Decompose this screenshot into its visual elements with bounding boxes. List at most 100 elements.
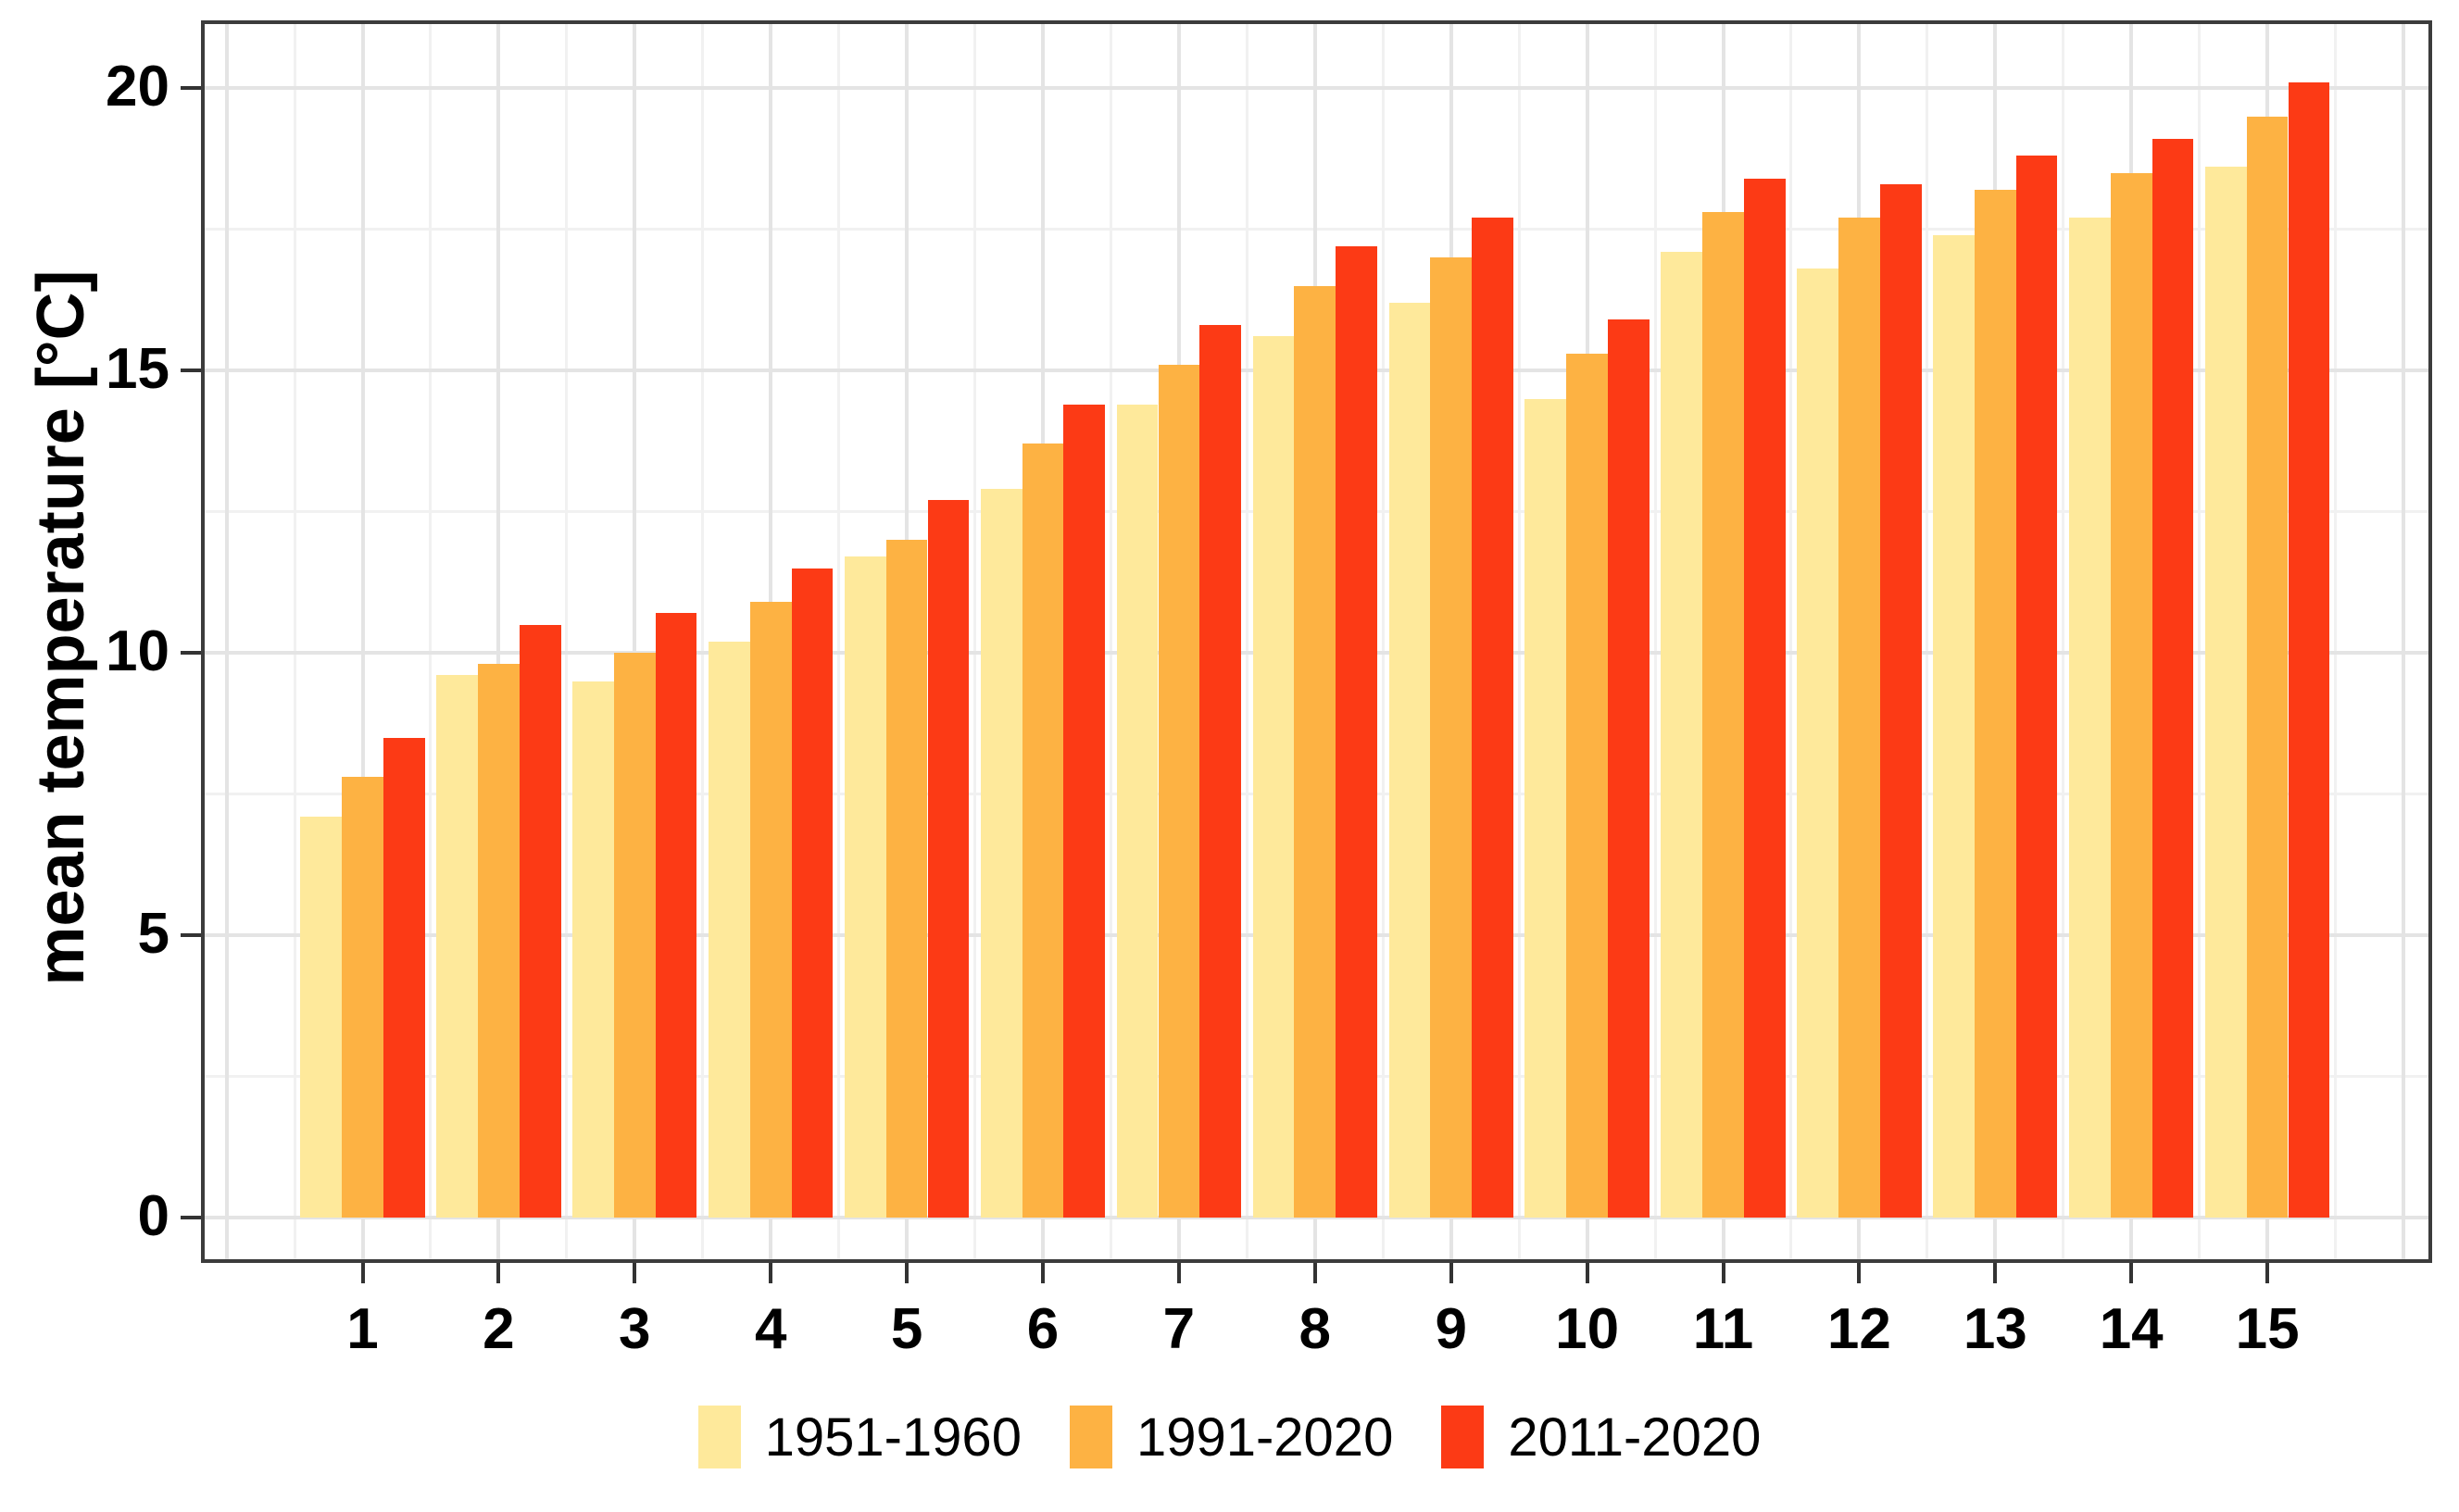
bar-1951-1960-category-3 <box>572 681 614 1218</box>
gridline-major-vertical <box>2402 20 2405 1263</box>
y-axis-tick-mark <box>181 651 201 655</box>
x-axis-tick-mark <box>2129 1263 2134 1283</box>
bar-1991-2020-category-7 <box>1158 364 1200 1218</box>
bar-1951-1960-category-11 <box>1661 251 1703 1218</box>
legend-item-2011-2020: 2011-2020 <box>1441 1406 1761 1468</box>
bar-1991-2020-category-8 <box>1294 285 1336 1218</box>
gridline-major-vertical <box>224 20 229 1263</box>
y-axis-tick-label: 0 <box>137 1184 169 1249</box>
gridline-minor-vertical <box>973 20 977 1263</box>
bar-1991-2020-category-14 <box>2110 172 2152 1218</box>
bar-2011-2020-category-13 <box>2015 156 2058 1218</box>
x-axis-tick-label: 15 <box>2235 1297 2300 1361</box>
x-axis-tick-mark <box>1449 1263 1453 1283</box>
x-axis-tick-label: 7 <box>1162 1297 1196 1361</box>
x-axis-tick-mark <box>1041 1263 1045 1283</box>
gridline-minor-vertical <box>1653 20 1657 1263</box>
bar-1951-1960-category-2 <box>436 675 478 1218</box>
y-axis-tick-mark <box>181 933 201 937</box>
bar-1951-1960-category-9 <box>1388 302 1431 1218</box>
bar-2011-2020-category-8 <box>1336 245 1377 1218</box>
bar-1951-1960-category-6 <box>980 489 1022 1218</box>
legend-label: 1951-1960 <box>764 1406 1022 1468</box>
y-axis-tick-mark <box>181 1216 201 1219</box>
bar-1991-2020-category-2 <box>478 664 520 1218</box>
gridline-major-vertical <box>496 20 501 1263</box>
y-axis-tick-label: 5 <box>137 902 169 967</box>
bar-1951-1960-category-5 <box>844 556 886 1218</box>
bar-2011-2020-category-6 <box>1063 404 1106 1218</box>
x-axis-tick-label: 3 <box>619 1297 651 1361</box>
bar-2011-2020-category-5 <box>927 500 970 1218</box>
bar-1991-2020-category-5 <box>885 540 928 1218</box>
gridline-minor-vertical <box>1517 20 1521 1263</box>
bar-1991-2020-category-4 <box>749 602 792 1218</box>
legend: 1951-1960 1991-2020 2011-2020 <box>0 1391 2459 1483</box>
bar-1951-1960-category-4 <box>709 641 750 1218</box>
bar-2011-2020-category-7 <box>1199 325 1242 1218</box>
x-axis-tick-mark <box>1993 1263 1998 1283</box>
x-axis-tick-label: 6 <box>1026 1297 1060 1361</box>
bar-2011-2020-category-12 <box>1879 183 1922 1218</box>
x-axis-tick-mark <box>633 1263 637 1283</box>
x-axis-tick-mark <box>1176 1263 1181 1283</box>
bar-1991-2020-category-12 <box>1838 218 1880 1218</box>
x-axis-tick-label: 13 <box>1963 1297 2027 1361</box>
x-axis-tick-mark <box>769 1263 773 1283</box>
gridline-minor-vertical <box>429 20 433 1263</box>
legend-item-1991-2020: 1991-2020 <box>1069 1406 1394 1468</box>
x-axis-tick-label: 1 <box>346 1297 379 1361</box>
y-axis-tick-label: 15 <box>106 337 169 402</box>
x-axis-tick-mark <box>1585 1263 1589 1283</box>
bar-2011-2020-category-4 <box>791 568 834 1218</box>
bar-2011-2020-category-3 <box>655 613 697 1218</box>
legend-label: 1991-2020 <box>1135 1406 1394 1468</box>
bar-2011-2020-category-2 <box>519 624 561 1218</box>
gridline-minor-vertical <box>1245 20 1248 1263</box>
bar-2011-2020-category-10 <box>1608 319 1650 1218</box>
chart-panel <box>201 20 2432 1263</box>
bar-1991-2020-category-1 <box>342 777 383 1218</box>
bar-1951-1960-category-13 <box>1933 234 1975 1218</box>
bar-1991-2020-category-6 <box>1022 444 1064 1218</box>
y-axis-tick-label: 10 <box>106 619 169 684</box>
bar-1951-1960-category-10 <box>1524 398 1567 1218</box>
x-axis-tick-mark <box>1312 1263 1317 1283</box>
gridline-minor-vertical <box>837 20 841 1263</box>
bar-1991-2020-category-15 <box>2246 116 2289 1218</box>
x-axis-tick-mark <box>360 1263 365 1283</box>
x-axis-tick-label: 5 <box>890 1297 923 1361</box>
x-axis-tick-mark <box>1857 1263 1862 1283</box>
y-axis-tick-mark <box>181 86 201 90</box>
x-axis-tick-mark <box>496 1263 501 1283</box>
gridline-minor-vertical <box>1789 20 1793 1263</box>
x-axis-tick-label: 8 <box>1299 1297 1332 1361</box>
gridline-minor-vertical <box>701 20 705 1263</box>
x-axis-tick-label: 12 <box>1826 1297 1891 1361</box>
legend-swatch-1951-1960 <box>697 1406 741 1468</box>
legend-swatch-2011-2020 <box>1441 1406 1485 1468</box>
legend-item-1951-1960: 1951-1960 <box>697 1406 1022 1468</box>
x-axis-tick-mark <box>2265 1263 2270 1283</box>
x-axis-tick-label: 10 <box>1555 1297 1620 1361</box>
bar-1991-2020-category-13 <box>1974 189 2016 1218</box>
x-axis-tick-label: 11 <box>1692 1297 1754 1361</box>
bar-2011-2020-category-11 <box>1743 178 1786 1218</box>
legend-label: 2011-2020 <box>1508 1406 1762 1468</box>
y-axis-title-text: mean temperature [°C] <box>24 269 98 986</box>
x-axis-tick-label: 9 <box>1435 1297 1467 1361</box>
x-axis-tick-label: 4 <box>754 1297 787 1361</box>
x-axis-tick-label: 2 <box>483 1297 515 1361</box>
gridline-major-vertical <box>633 20 637 1263</box>
gridline-minor-vertical <box>1926 20 1929 1263</box>
x-axis-tick-label: 14 <box>2099 1297 2164 1361</box>
bar-1951-1960-category-14 <box>2069 218 2111 1218</box>
gridline-minor-vertical <box>1109 20 1112 1263</box>
bar-1951-1960-category-7 <box>1116 404 1159 1218</box>
y-axis-tick-mark <box>181 369 201 372</box>
bar-1951-1960-category-1 <box>300 816 343 1218</box>
bar-1991-2020-category-11 <box>1702 212 1744 1218</box>
bar-2011-2020-category-9 <box>1472 218 1513 1218</box>
bar-1991-2020-category-9 <box>1430 257 1473 1218</box>
